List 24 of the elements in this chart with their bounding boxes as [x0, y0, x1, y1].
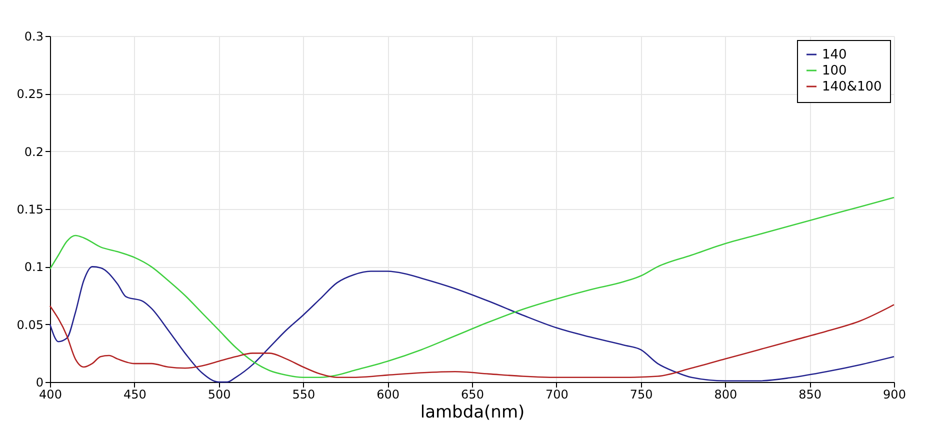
x-tick-label: 850: [798, 388, 822, 402]
y-tick-label: 0: [36, 376, 44, 390]
y-tick-label: 0.1: [24, 260, 44, 274]
x-tick-label: 650: [461, 388, 484, 402]
y-tick-label: 0.05: [16, 318, 44, 332]
x-tick-label: 450: [123, 388, 146, 402]
x-tick-label: 700: [545, 388, 568, 402]
y-tick-label: 0.25: [16, 87, 44, 102]
legend-label: 140&100: [822, 80, 882, 94]
x-tick-label: 900: [883, 388, 906, 402]
y-tick-label: 0.15: [16, 202, 44, 216]
x-tick-label: 800: [714, 388, 738, 402]
y-tick-label: 0.2: [24, 144, 44, 159]
x-tick-label: 600: [376, 388, 400, 402]
x-tick-label: 500: [208, 388, 231, 402]
legend-label: 140: [822, 48, 847, 62]
x-tick-label: 400: [39, 388, 62, 402]
x-axis-title: lambda(nm): [420, 402, 525, 422]
x-tick-label: 550: [292, 388, 316, 402]
line-series: [49, 304, 895, 378]
y-tick-label: 0.3: [24, 30, 44, 44]
line-series: [49, 196, 895, 378]
x-tick-label: 750: [630, 388, 653, 402]
legend-label: 100: [822, 64, 847, 78]
